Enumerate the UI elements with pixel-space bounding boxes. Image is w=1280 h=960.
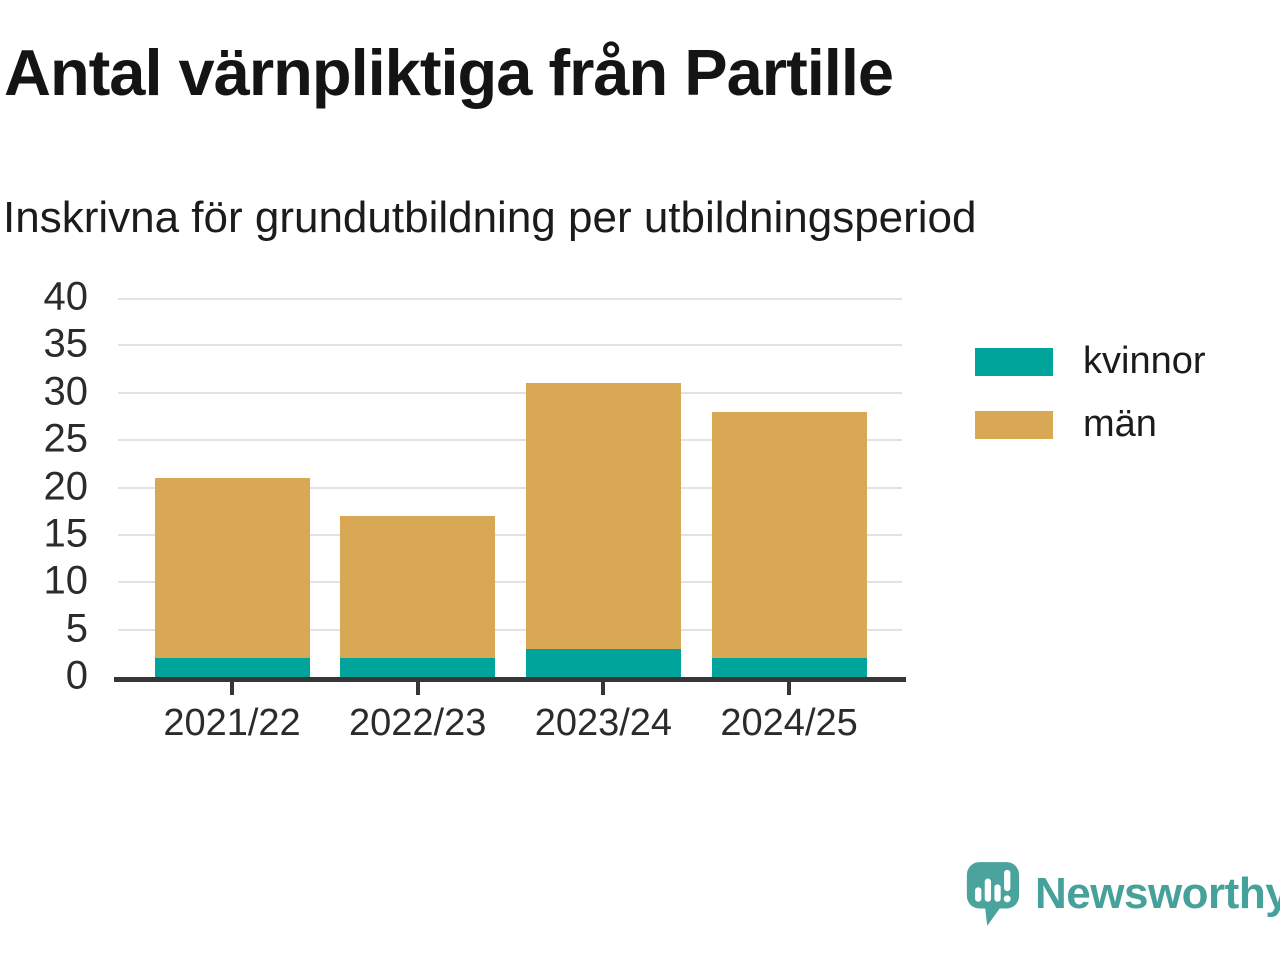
y-tick-label-30: 30 xyxy=(43,369,89,414)
y-tick-label-5: 5 xyxy=(65,606,88,651)
y-tick-label-10: 10 xyxy=(43,558,89,603)
legend-item-man: män xyxy=(975,403,1206,446)
gridline-25 xyxy=(118,439,902,442)
bar-segment-män-2023/24 xyxy=(525,383,681,649)
x-tick-2023/24 xyxy=(601,682,606,695)
gridline-10 xyxy=(118,581,902,584)
gridline-15 xyxy=(118,533,902,536)
y-tick-label-25: 25 xyxy=(43,416,89,461)
y-tick-label-35: 35 xyxy=(43,321,89,366)
x-tick-2021/22 xyxy=(230,682,234,695)
x-tick-label-2023/24: 2023/24 xyxy=(534,702,673,744)
chart-title: Antal värnpliktiga från Partille xyxy=(4,36,894,109)
gridline-20 xyxy=(118,486,902,489)
gridline-30 xyxy=(118,391,902,394)
newsworthy-logo: Newsworthy xyxy=(963,860,1280,928)
y-axis-labels: 0 5 10 15 20 25 30 35 40 xyxy=(0,275,89,698)
legend-swatch-man xyxy=(975,410,1053,439)
gridline-5 xyxy=(118,628,902,631)
chart-subtitle: Inskrivna för grundutbildning per utbild… xyxy=(3,193,977,242)
bar-segment-män-2022/23 xyxy=(340,515,496,659)
bar-segment-män-2024/25 xyxy=(711,411,867,659)
bar-segment-män-2021/22 xyxy=(154,478,310,659)
y-tick-label-20: 20 xyxy=(43,464,89,509)
x-tick-2024/25 xyxy=(787,682,792,695)
legend-label-kvinnor: kvinnor xyxy=(1083,340,1206,382)
bar-segment-kvinnor-2022/23 xyxy=(340,658,496,677)
newsworthy-wordmark: Newsworthy xyxy=(1035,869,1280,918)
bar-segment-kvinnor-2021/22 xyxy=(154,658,310,677)
gridline-40 xyxy=(118,298,902,300)
x-tick-label-2024/25: 2024/25 xyxy=(720,702,858,744)
plot-area xyxy=(118,298,902,677)
legend: kvinnor män xyxy=(975,340,1206,466)
legend-item-kvinnor: kvinnor xyxy=(975,340,1206,383)
bar-segment-kvinnor-2023/24 xyxy=(525,648,681,677)
x-axis-line xyxy=(114,677,906,682)
gridline-35 xyxy=(118,344,902,347)
newsworthy-icon xyxy=(966,862,1020,926)
y-tick-label-40: 40 xyxy=(43,274,89,319)
y-tick-label-0: 0 xyxy=(65,653,88,698)
x-tick-2022/23 xyxy=(415,682,420,695)
legend-swatch-kvinnor xyxy=(975,347,1053,376)
y-tick-label-15: 15 xyxy=(43,511,89,556)
x-tick-label-2021/22: 2021/22 xyxy=(163,702,301,744)
x-tick-label-2022/23: 2022/23 xyxy=(349,702,487,744)
legend-label-man: män xyxy=(1083,403,1157,445)
bar-segment-kvinnor-2024/25 xyxy=(711,658,867,677)
